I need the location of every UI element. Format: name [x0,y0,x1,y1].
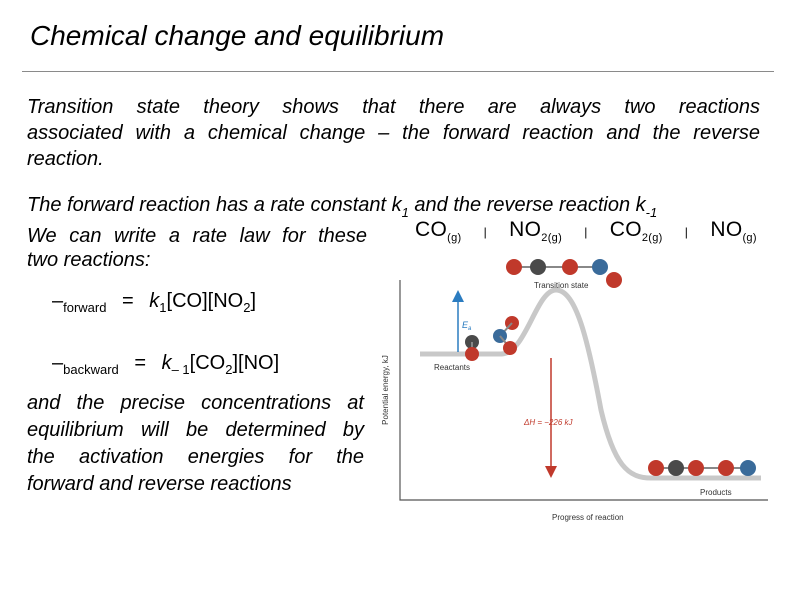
conclusion-line-2: equilibrium will be determined by [27,419,364,441]
y-axis-label: Potential energy, kJ [381,355,390,425]
backward-conc-co2-close: ] [232,352,239,374]
product-molecules [648,460,756,476]
forward-rate-symbol: – [52,290,64,312]
intro-line-1: Transition state theory shows that there… [27,96,760,118]
plus-sign: | [483,225,488,239]
reactant-no2: NO [509,218,542,241]
rate-constant-text-b: and the reverse reaction k [408,194,646,216]
rate-constant-text-a: The forward reaction has a rate constant… [27,194,402,216]
conclusion-line-4: forward and reverse reactions [27,473,292,495]
oxygen-atom [562,259,578,275]
axes-frame [399,280,768,501]
oxygen-atom [648,460,664,476]
reaction-equation: CO(g) | NO2(g) | CO2(g) | NO(g) [415,218,757,244]
activation-energy-label: Ea [462,320,472,332]
x-axis-label: Progress of reaction [552,513,624,522]
backward-conc-co2-subscript: 2 [225,362,233,377]
nitrogen-atom [740,460,756,476]
enthalpy-change-label: ΔH = −226 kJ [523,418,574,427]
conclusion-line-3: the activation energies for the [27,446,364,468]
carbon-atom [668,460,684,476]
k-minus1-subscript: -1 [645,205,658,220]
intro-line-3: reaction. [27,148,104,170]
rate-law-sentence-line-1: We can write a rate law for these [27,225,367,247]
energy-profile-diagram: Potential energy, kJ Transition state Ea… [381,259,768,522]
forward-conc-no2-subscript: 2 [243,300,251,315]
oxygen-atom [465,347,479,361]
oxygen-atom [718,460,734,476]
product-no: NO [710,218,743,241]
rate-constant-sentence: The forward reaction has a rate constant… [27,194,658,220]
nitrogen-atom [592,259,608,275]
product-no-state: (g) [742,232,757,244]
forward-k: k [149,290,160,312]
backward-conc-co2-open: [CO [189,352,226,374]
backward-rate-equation: –backward = k– 1[CO2][NO] [52,352,280,377]
product-co2-subscript: 2 [641,232,649,244]
backward-rate-subscript: backward [63,362,119,377]
rate-law-sentence-line-2: two reactions: [27,249,151,271]
backward-k: k [161,352,172,374]
product-co2: CO [609,218,642,241]
backward-k-subscript: – 1 [171,362,190,377]
oxygen-atom [606,272,622,288]
conclusion-line-1: and the precise concentrations at [27,392,364,414]
oxygen-atom [688,460,704,476]
k1-subscript: 1 [401,205,409,220]
energy-curve [420,287,761,481]
title-divider [22,71,774,72]
oxygen-atom [503,341,517,355]
products-label: Products [700,488,732,497]
reactant-co: CO [415,218,448,241]
slide-title: Chemical change and equilibrium [30,20,445,51]
oxygen-atom [506,259,522,275]
reaction-arrow: | [584,225,588,239]
transition-state-label: Transition state [534,281,589,290]
reactant-co-state: (g) [447,232,462,244]
forward-equals: = [122,290,134,312]
intro-line-2: associated with a chemical change – the … [27,122,760,144]
transition-state-molecule [506,259,622,288]
forward-rate-subscript: forward [63,300,107,315]
plus-sign-2: | [684,225,689,239]
reactant-molecules [465,316,519,361]
forward-conc-no2-close: ] [250,290,257,312]
product-co2-state: (g) [648,232,663,244]
conclusion-paragraph: and the precise concentrations at equili… [27,390,364,498]
backward-rate-symbol: – [52,352,64,374]
reactant-no2-subscript: 2 [541,232,548,244]
forward-k-subscript: 1 [159,300,167,315]
intro-paragraph: Transition state theory shows that there… [27,94,760,172]
backward-equals: = [134,352,147,374]
carbon-atom [530,259,546,275]
reactants-label: Reactants [434,363,470,372]
reactant-no2-state: (g) [547,232,563,244]
forward-conc-co: [CO] [166,290,208,312]
backward-conc-no: [NO] [238,352,280,374]
forward-conc-no2-open: [NO [207,290,244,312]
forward-rate-equation: –forward = k1[CO][NO2] [52,290,257,315]
